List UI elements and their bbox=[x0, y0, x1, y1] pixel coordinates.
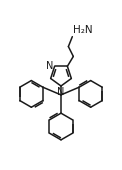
Text: H₂N: H₂N bbox=[73, 25, 93, 35]
Text: N: N bbox=[57, 88, 65, 97]
Text: N: N bbox=[46, 61, 53, 71]
